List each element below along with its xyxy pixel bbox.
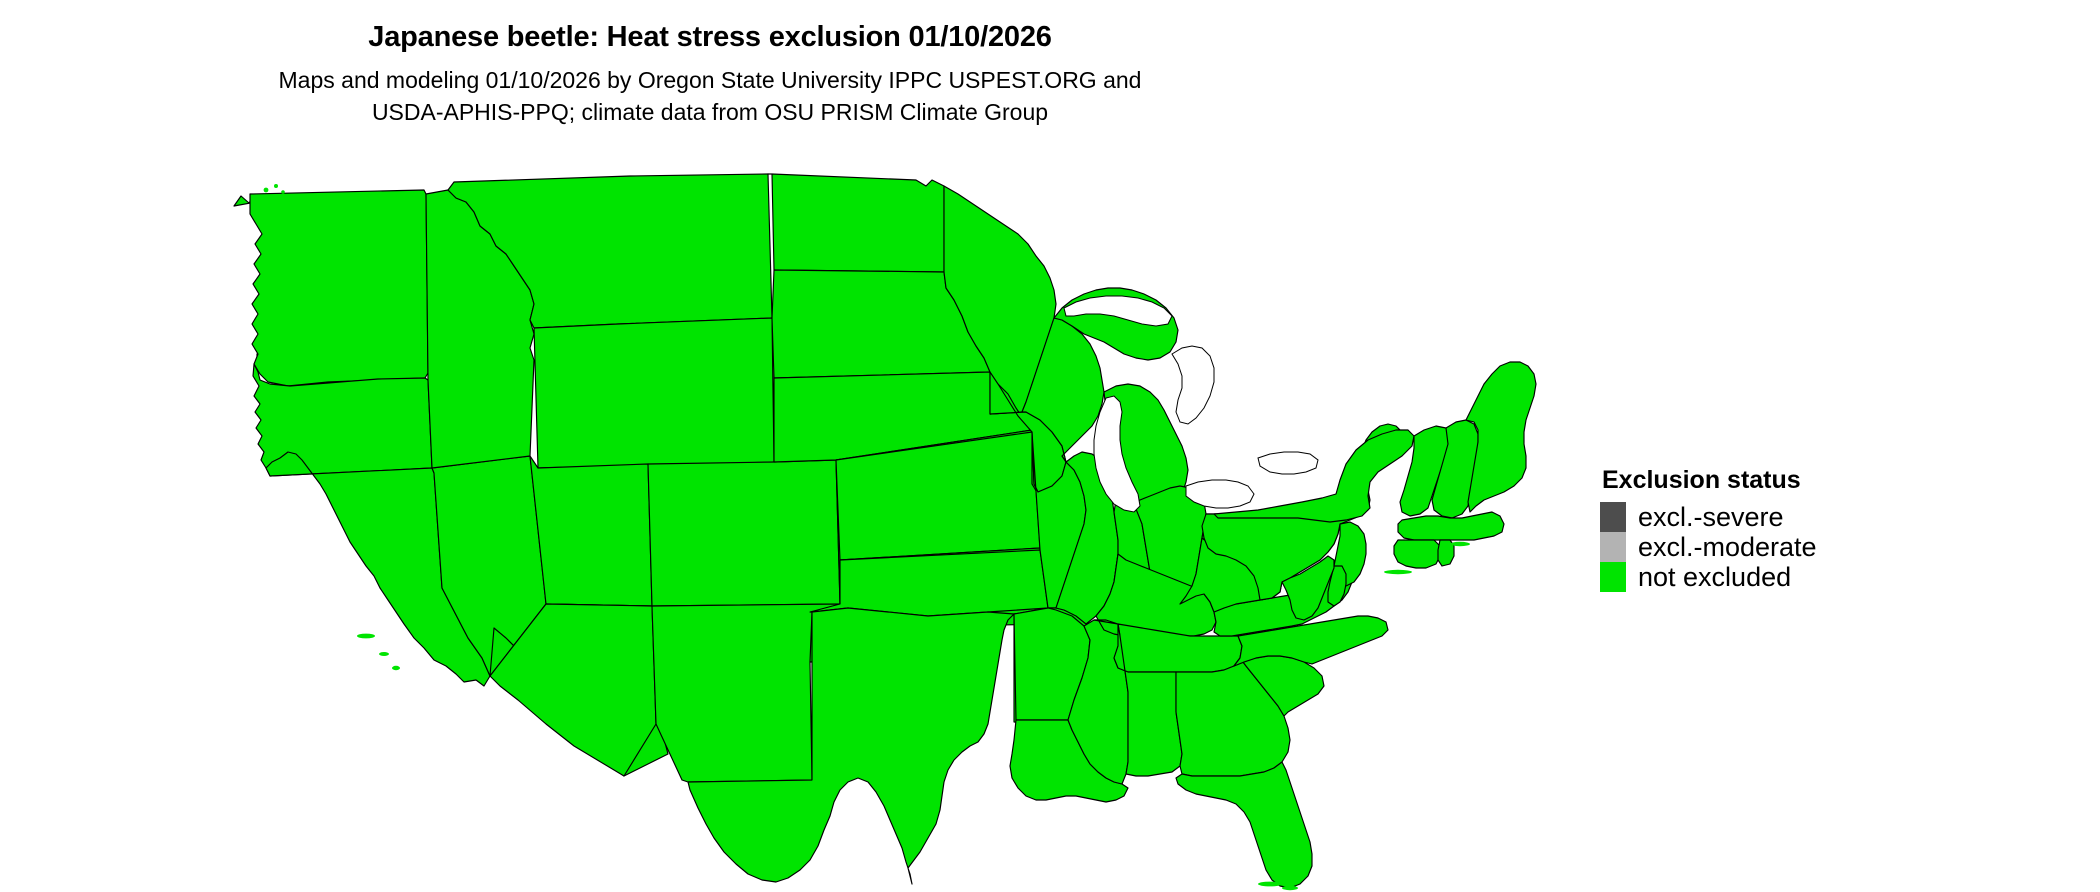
state-NC[interactable] (1233, 615, 1389, 667)
lake-michigan (1093, 395, 1141, 513)
state-WI[interactable] (1021, 317, 1105, 463)
legend-swatch-not-excluded (1600, 562, 1626, 592)
state-OK-main[interactable] (809, 549, 1049, 617)
legend-label-excl-severe: excl.-severe (1638, 502, 1784, 532)
state-FL[interactable] (1175, 761, 1313, 889)
state-VA[interactable] (1213, 559, 1353, 637)
state-NY-main[interactable] (1213, 429, 1415, 523)
lake-superior (1063, 295, 1173, 327)
legend-swatch-excl-moderate (1600, 532, 1626, 562)
state-AL[interactable] (1113, 623, 1183, 777)
legend-label-excl-moderate: excl.-moderate (1638, 532, 1817, 562)
state-RI[interactable] (1437, 539, 1455, 567)
us-map-svg[interactable] (228, 168, 1573, 892)
us-choropleth-map[interactable] (228, 168, 1573, 892)
state-CO[interactable] (647, 459, 841, 607)
state-WA-main[interactable] (249, 189, 429, 387)
state-ND[interactable] (767, 173, 945, 273)
map-header: Japanese beetle: Heat stress exclusion 0… (0, 0, 1420, 128)
legend-item-excl-moderate[interactable]: excl.-moderate (1600, 532, 2020, 562)
state-TX[interactable] (687, 607, 1015, 885)
state-WY[interactable] (533, 317, 775, 469)
lake-ontario (1257, 451, 1319, 475)
map-subtitle-line-2: USDA-APHIS-PPQ; climate data from OSU PR… (371, 99, 1049, 125)
legend-title: Exclusion status (1602, 466, 1801, 494)
state-NH[interactable] (1431, 419, 1479, 519)
legend-swatch-excl-severe (1600, 502, 1626, 532)
state-MT[interactable] (447, 173, 773, 329)
state-AZ-main[interactable] (489, 603, 657, 777)
map-subtitle-line-1: Maps and modeling 01/10/2026 by Oregon S… (278, 67, 1142, 93)
state-OR[interactable] (252, 363, 433, 477)
state-CT[interactable] (1393, 539, 1441, 569)
map-legend: Exclusion status excl.-severe excl.-mode… (1600, 466, 2020, 592)
legend-item-not-excluded[interactable]: not excluded (1600, 562, 2020, 592)
legend-label-not-excluded: not excluded (1638, 562, 1792, 592)
map-subtitle: Maps and modeling 01/10/2026 by Oregon S… (0, 54, 1420, 128)
coastal-islands (263, 184, 1494, 891)
state-UT[interactable] (529, 455, 653, 607)
state-MD[interactable] (1281, 555, 1335, 621)
lake-huron (1171, 345, 1215, 425)
state-DE[interactable] (1327, 565, 1347, 607)
lake-erie (1185, 479, 1255, 509)
page-title: Japanese beetle: Heat stress exclusion 0… (368, 21, 1052, 53)
legend-item-excl-severe[interactable]: excl.-severe (1600, 502, 2020, 532)
state-ME[interactable] (1465, 361, 1537, 513)
